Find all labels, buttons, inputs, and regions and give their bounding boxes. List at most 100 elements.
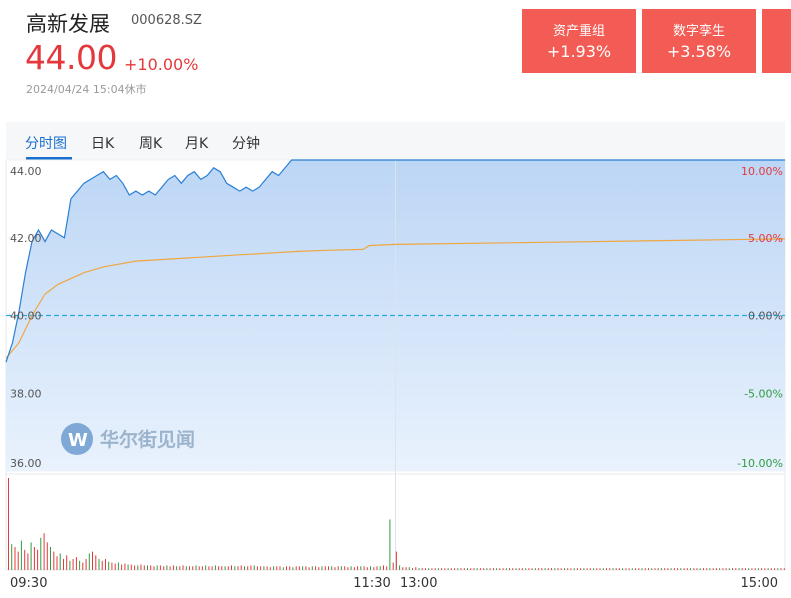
volume-bar [395, 551, 397, 570]
volume-bar [50, 547, 51, 570]
volume-bar [30, 542, 32, 570]
volume-bar [127, 564, 129, 570]
volume-bar [751, 568, 753, 570]
volume-bar [273, 566, 275, 570]
volume-bar [59, 553, 61, 570]
sector-name: 资产重组 [552, 24, 605, 39]
volume-bar [770, 568, 772, 570]
time-tick-label: 09:30 [10, 576, 47, 591]
volume-bar [622, 568, 624, 570]
volume-bar [783, 568, 785, 570]
volume-bar [589, 568, 591, 570]
volume-bar [664, 568, 666, 570]
volume-bar [205, 565, 207, 570]
volume-bar [95, 555, 97, 570]
volume-bar [460, 568, 462, 570]
volume-bar [628, 568, 630, 570]
volume-bar [434, 568, 436, 570]
volume-bar [709, 568, 711, 570]
sector-card-partial[interactable] [762, 9, 791, 73]
volume-bar [159, 565, 161, 570]
volume-bar [185, 566, 187, 570]
sector-card-restructuring[interactable]: 资产重组 +1.93% [522, 9, 636, 73]
volume-bar [641, 568, 643, 570]
volume-bar [767, 568, 769, 570]
sector-change: +1.93% [546, 42, 612, 61]
volume-bar [467, 568, 468, 570]
tab-daily-k[interactable]: 日K [91, 136, 115, 152]
volume-bar [415, 567, 417, 570]
volume-bar [192, 566, 194, 570]
volume-bar [53, 551, 55, 570]
y-tick-label: 42.00 [10, 232, 42, 245]
y-tick-label: 44.00 [10, 165, 42, 178]
volume-bar [738, 568, 740, 570]
volume-bar [428, 568, 430, 570]
current-price: 44.00 [25, 38, 117, 77]
watermark: W 华尔街见闻 [61, 423, 195, 455]
y-tick-label: 36.00 [10, 457, 42, 470]
volume-bar [46, 542, 48, 570]
volume-bar [576, 568, 578, 570]
volume-bar [295, 566, 297, 570]
y-tick-label: 38.00 [10, 387, 42, 400]
volume-bar [27, 553, 29, 570]
volume-bar [680, 568, 682, 570]
volume-bar [20, 540, 22, 570]
volume-bars [8, 478, 785, 570]
volume-bar [218, 566, 220, 570]
volume-bar [88, 553, 90, 570]
tab-weekly-k[interactable]: 周K [139, 136, 163, 152]
tab-intraday[interactable]: 分时图 [25, 136, 67, 152]
y-axis-left: 44.00 42.00 40.00 38.00 36.00 [10, 165, 42, 470]
volume-bar [463, 568, 465, 570]
volume-bar [331, 566, 333, 570]
volume-bar [699, 568, 701, 570]
volume-bar [538, 568, 540, 570]
volume-bar [347, 567, 349, 570]
volume-bar [370, 566, 371, 570]
volume-bar [182, 565, 184, 570]
volume-bar [121, 564, 123, 570]
volume-bar [528, 568, 530, 570]
volume-bar [609, 568, 611, 570]
volume-bar [166, 565, 168, 570]
volume-bar [195, 565, 197, 570]
volume-bar [240, 565, 242, 570]
volume-bar [40, 537, 42, 570]
y-pct-tick-label: -10.00% [737, 457, 783, 470]
tab-monthly-k[interactable]: 月K [185, 136, 209, 152]
y-pct-tick-label: -5.00% [744, 387, 783, 400]
volume-bar [425, 568, 426, 570]
sector-card-digital-twin[interactable]: 数字孪生 +3.58% [642, 9, 756, 73]
volume-bar [525, 568, 527, 570]
chart-tabbar: 分时图 日K 周K 月K 分钟 [6, 122, 785, 160]
volume-bar [392, 562, 394, 570]
volume-bar [101, 560, 103, 570]
volume-bar [221, 566, 223, 570]
sector-name: 数字孪生 [672, 24, 725, 39]
volume-bar [418, 568, 420, 570]
volume-bar [269, 567, 271, 570]
volume-bar [450, 568, 452, 570]
volume-bar [153, 566, 155, 570]
volume-bar [75, 557, 77, 570]
volume-bar [489, 568, 491, 570]
volume-bar [554, 568, 556, 570]
volume-bar [11, 544, 13, 570]
volume-bar [534, 568, 536, 570]
volume-bar [79, 560, 81, 570]
y-pct-tick-label: 10.00% [741, 165, 783, 178]
volume-bar [541, 568, 543, 570]
volume-bar [515, 568, 517, 570]
volume-bar [706, 568, 708, 570]
volume-bar [373, 567, 375, 570]
tab-minute[interactable]: 分钟 [232, 136, 260, 152]
volume-bar [631, 568, 633, 570]
volume-bar [586, 568, 588, 570]
market-timestamp: 2024/04/24 15:04休市 [26, 83, 147, 96]
volume-bar [360, 566, 362, 570]
volume-bar [143, 565, 145, 570]
volume-bar [761, 568, 763, 570]
